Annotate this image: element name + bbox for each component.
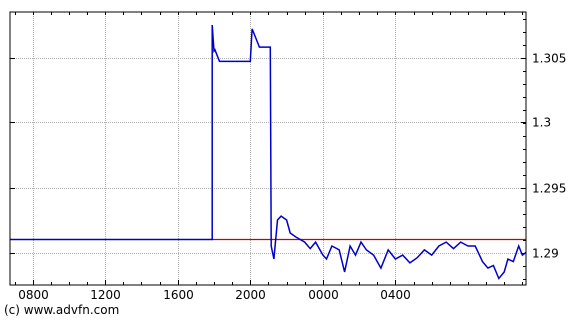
x-tick-label: 1200 (90, 288, 121, 302)
x-tick-label: 2000 (235, 288, 266, 302)
x-tick-label: 1600 (163, 288, 194, 302)
y-axis-labels: 1.29 1.295 1.3 1.305 (532, 52, 566, 261)
x-tick-label: 0000 (308, 288, 339, 302)
gridlines (10, 12, 526, 285)
price-series-line (10, 24, 527, 280)
x-tick-label: 0400 (380, 288, 411, 302)
y-tick-label: 1.29 (532, 247, 559, 261)
credit-text: (c) www.advfn.com (4, 303, 120, 317)
y-tick-label: 1.3 (532, 116, 551, 130)
y-tick-label: 1.305 (532, 52, 566, 66)
x-tick-label: 0800 (18, 288, 49, 302)
plot-frame (9, 11, 527, 286)
y-tick-label: 1.295 (532, 182, 566, 196)
x-axis-labels: 0800 1200 1600 2000 0000 0400 (18, 288, 411, 302)
